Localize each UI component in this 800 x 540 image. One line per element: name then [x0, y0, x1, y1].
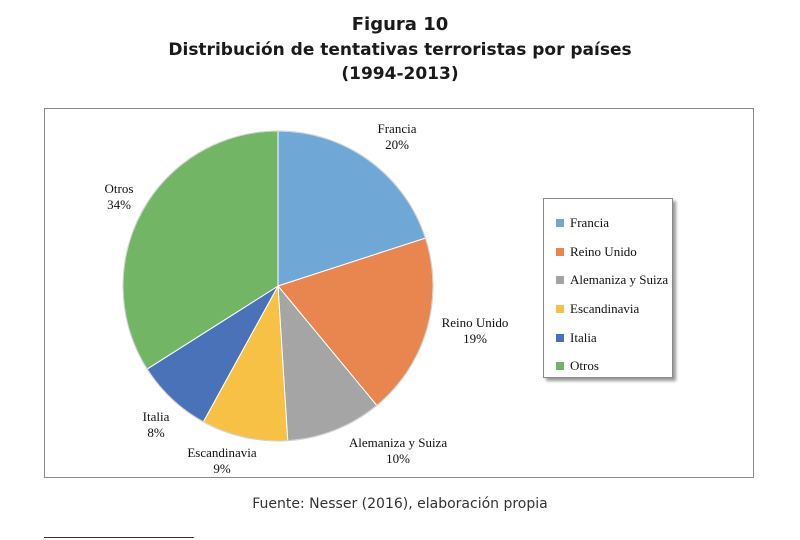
slice-value-label: 34%: [107, 197, 131, 212]
figure-period: (1994-2013): [341, 64, 459, 84]
figure-title: Distribución de tentativas terroristas p…: [168, 40, 632, 60]
slice-value-label: 8%: [147, 425, 165, 440]
slice-value-label: 19%: [463, 331, 487, 346]
legend-label: Escandinavia: [570, 301, 640, 317]
legend-item: Otros: [544, 352, 672, 381]
slice-label: Italia: [143, 409, 170, 424]
slice-value-label: 20%: [385, 137, 409, 152]
legend-item: Francia: [544, 209, 672, 238]
legend-label: Otros: [570, 358, 599, 374]
legend-swatch: [556, 333, 564, 342]
footnote-divider: [44, 537, 194, 538]
slice-label: Alemaniza y Suiza: [349, 435, 447, 450]
chart-frame: Francia 20% Reino Unido 19% Alemaniza y Suiz…: [44, 108, 754, 478]
legend-item: Italia: [544, 323, 672, 352]
legend-swatch: [556, 276, 564, 285]
legend-swatch: [556, 247, 564, 256]
legend-item: Reino Unido: [544, 238, 672, 267]
slice-label: Francia: [378, 121, 417, 136]
legend-label: Francia: [570, 215, 609, 231]
slice-value-label: 10%: [386, 451, 410, 466]
legend-swatch: [556, 219, 564, 228]
legend-item: Escandinavia: [544, 295, 672, 324]
figure-number: Figura 10: [351, 14, 449, 35]
slice-label: Otros: [105, 181, 134, 196]
legend-item: Alemaniza y Suiza: [544, 266, 672, 295]
pie-outline: [122, 130, 434, 442]
slice-label: Escandinavia: [187, 445, 257, 460]
legend-label: Alemaniza y Suiza: [570, 272, 669, 288]
source-note: Fuente: Nesser (2016), elaboración propi…: [252, 496, 548, 512]
slice-label: Reino Unido: [442, 315, 509, 330]
chart-legend: Francia Reino Unido Alemaniza y Suiza Escan…: [543, 198, 673, 378]
slice-value-label: 9%: [213, 461, 231, 476]
legend-label: Reino Unido: [570, 243, 637, 259]
legend-swatch: [556, 362, 564, 371]
legend-label: Italia: [570, 329, 597, 345]
legend-swatch: [556, 305, 564, 314]
